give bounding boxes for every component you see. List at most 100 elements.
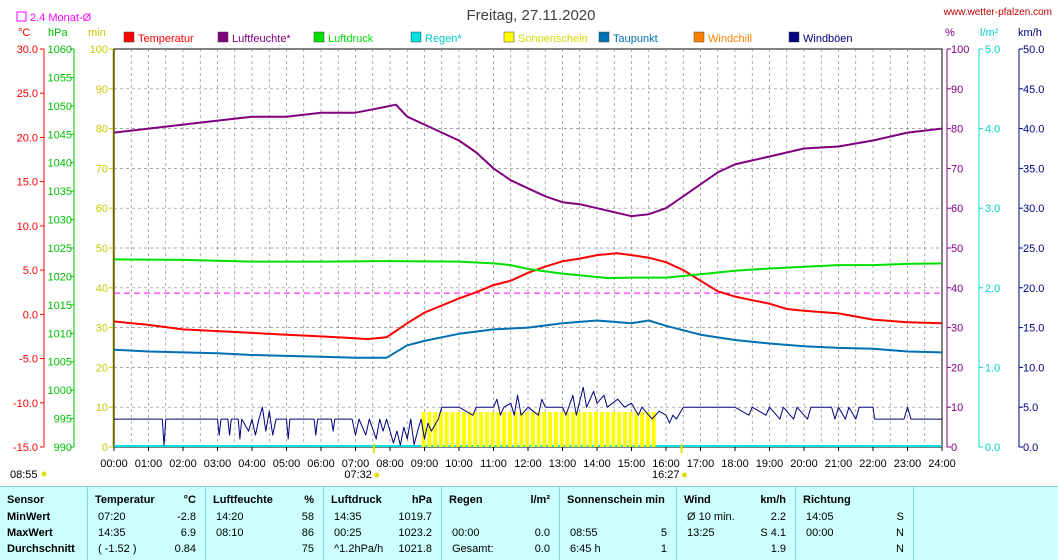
wind-axis-tick-label: 30.0 — [1023, 203, 1044, 215]
rain-axis-tick-label: 2.0 — [985, 283, 1000, 295]
wind-axis-tick-label: 35.0 — [1023, 163, 1044, 175]
x-axis-tick-label: 02:00 — [169, 458, 197, 470]
axes: 30.0 25.0 20.0 15.0 10.0 5.0 0.0 -5.0 -10.0 -15.0… — [13, 27, 1045, 470]
sunshine-bar — [588, 412, 593, 447]
stats-cell-time: 00:00 — [452, 527, 480, 539]
series-line-2 — [113, 258, 943, 280]
temperature-axis-tick-label: 15.0 — [17, 177, 38, 189]
humidity-axis-tick-label: 30 — [951, 323, 963, 335]
wind-axis-tick-label: 5.0 — [1023, 402, 1038, 414]
stats-cell-value: 5 — [660, 527, 667, 539]
sunshine-bar — [484, 412, 489, 447]
pressure-axis-tick-label: 1000 — [48, 385, 72, 397]
stats-cell-value: 0.0 — [534, 527, 550, 539]
stats-cell-value: 0.84 — [174, 543, 196, 555]
sunshine-bar — [525, 412, 530, 447]
sunshine-axis-tick-label: 0 — [102, 442, 108, 454]
rain-axis-tick-label: 1.0 — [985, 362, 1000, 374]
stats-cell-value: 1.9 — [770, 543, 786, 555]
temperature-axis-tick-label: 20.0 — [17, 132, 38, 144]
humidity-axis-tick-label: 20 — [951, 362, 963, 374]
stats-cell-value: -2.8 — [177, 511, 196, 523]
temperature-axis-tick-label: -5.0 — [19, 354, 38, 366]
x-axis-tick-label: 01:00 — [135, 458, 163, 470]
rain-axis-tick-label: 5.0 — [985, 44, 1000, 56]
x-axis-tick-label: 24:00 — [928, 458, 956, 470]
avg-legend-label: 2.4 Monat-Ø — [30, 12, 92, 24]
site-link[interactable]: www.wetter-pfalzen.com — [943, 7, 1052, 18]
sunshine-bar — [519, 412, 524, 447]
pressure-axis-tick-label: 1055 — [48, 72, 72, 84]
stats-cell-value: S — [896, 511, 904, 523]
stats-cell-time: 07:20 — [98, 511, 126, 523]
humidity-unit: % — [945, 27, 955, 39]
stats-cell-value: 1023.2 — [398, 527, 432, 539]
legend-swatch — [313, 31, 325, 43]
stats-column: Regen l/m² 00:00 0.0 Gesamt: 0.0 — [442, 487, 560, 560]
pressure-axis-tick-label: 1010 — [48, 328, 72, 340]
humidity-axis-tick-label: 60 — [951, 203, 963, 215]
stats-cell-time: 14:35 — [98, 527, 126, 539]
stats-row-label: MaxWert — [7, 527, 53, 539]
x-axis-tick-label: 14:00 — [583, 458, 611, 470]
stats-cell-value: 0.0 — [534, 543, 550, 555]
stats-column: Sonnenschein min 08:55 5 6:45 h 1 — [560, 487, 677, 560]
x-axis-tick-label: 11:00 — [480, 458, 507, 470]
temperature-axis-tick-label: 0.0 — [23, 309, 38, 321]
x-axis-tick-label: 22:00 — [859, 458, 887, 470]
x-axis-tick-label: 10:00 — [445, 458, 473, 470]
temperature-axis-tick-label: 25.0 — [17, 88, 38, 100]
x-axis-tick-label: 00:00 — [100, 458, 128, 470]
sunshine-bar — [456, 412, 461, 447]
plot-background — [0, 0, 1058, 486]
temperature-axis-tick-label: -15.0 — [13, 442, 38, 454]
sunshine-bar — [427, 412, 432, 447]
sunshine-bar — [553, 412, 558, 447]
stats-column-title: Wind — [684, 494, 711, 506]
sunshine-axis-tick-label: 100 — [90, 44, 108, 56]
sunshine-bar — [576, 412, 581, 447]
legend-swatch — [788, 31, 800, 43]
sunrise-label: 07:32 — [344, 469, 372, 481]
pressure-axis-tick-label: 1040 — [48, 158, 72, 170]
sunshine-bar — [507, 412, 512, 447]
humidity-axis-tick-label: 70 — [951, 163, 963, 175]
humidity-axis-tick-label: 90 — [951, 84, 963, 96]
x-axis-tick-label: 08:00 — [376, 458, 404, 470]
series-line-4 — [114, 386, 942, 446]
wind-axis-tick-label: 20.0 — [1023, 283, 1044, 295]
rain-unit: l/m² — [980, 27, 999, 39]
stats-column-title: Luftfeuchte — [213, 494, 273, 506]
stats-cell-value: 58 — [301, 511, 314, 523]
sunshine-bar — [634, 412, 639, 447]
stats-column: Richtung 14:05 S 00:00 N N — [796, 487, 914, 560]
sunshine-bar — [479, 412, 484, 447]
stats-cell-value: N — [896, 527, 904, 539]
stats-cell-time: 00:25 — [334, 527, 362, 539]
wind-axis-tick-label: 0.0 — [1023, 442, 1038, 454]
stats-column-title: Regen — [449, 494, 483, 506]
pressure-axis-tick-label: 1060 — [48, 44, 72, 56]
sunshine-bar — [536, 412, 541, 447]
sunshine-bar — [548, 412, 553, 447]
stats-cell-value: 75 — [301, 543, 314, 555]
pressure-axis-tick-label: 1025 — [48, 243, 72, 255]
sunshine-bar — [421, 412, 426, 447]
pressure-axis-tick-label: 1045 — [48, 129, 72, 141]
sunshine-bar — [565, 412, 570, 447]
x-axis-tick-label: 19:00 — [756, 458, 784, 470]
humidity-axis-tick-label: 80 — [951, 124, 963, 136]
pressure-axis-tick-label: 1030 — [48, 215, 72, 227]
stats-column-unit: hPa — [411, 494, 432, 506]
pressure-axis-tick-label: 995 — [54, 414, 72, 426]
rain-axis-tick-label: 0.0 — [985, 442, 1000, 454]
stats-column: Temperatur °C 07:20 -2.8 14:35 6.9 ( -1.52 ) 0.… — [88, 487, 206, 560]
x-axis-tick-label: 03:00 — [204, 458, 232, 470]
sunshine-axis-tick-label: 70 — [96, 163, 108, 175]
stats-cell-value: S 4.1 — [760, 527, 786, 539]
stats-cell-value: N — [896, 543, 904, 555]
x-axis-tick-label: 16:00 — [652, 458, 680, 470]
sunshine-axis-tick-label: 30 — [96, 323, 108, 335]
x-axis-tick-label: 20:00 — [790, 458, 818, 470]
stats-cell-value: 2.2 — [770, 511, 786, 523]
